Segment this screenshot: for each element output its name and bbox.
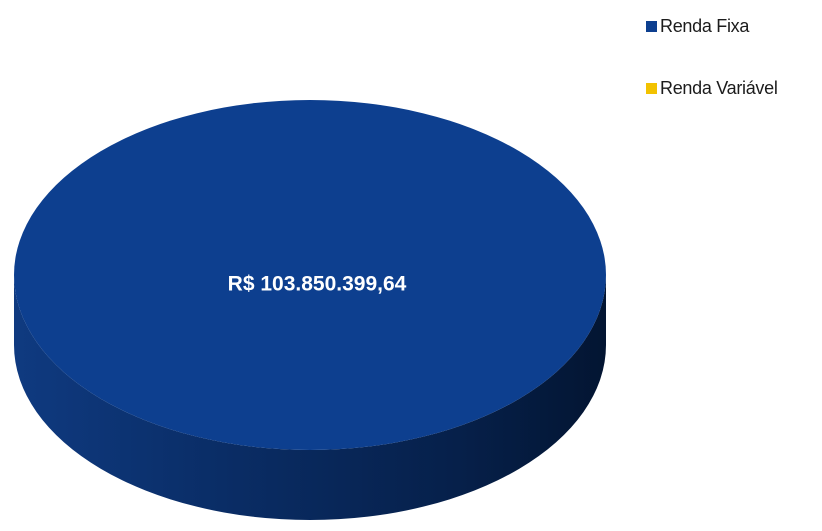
legend-swatch [646, 20, 657, 32]
legend-label: Renda Fixa [660, 15, 750, 36]
pie-slice-renda-fixa [14, 100, 606, 450]
pie-side-wall [14, 275, 606, 520]
slice-value-label: R$ 103.850.399,64 [228, 273, 407, 296]
legend-label: Renda Variável [660, 77, 778, 98]
legend-swatch [646, 82, 657, 94]
legend: Renda Fixa Renda Variável [646, 14, 778, 100]
legend-item-renda-fixa: Renda Fixa [646, 14, 778, 38]
legend-item-renda-variavel: Renda Variável [646, 76, 778, 100]
